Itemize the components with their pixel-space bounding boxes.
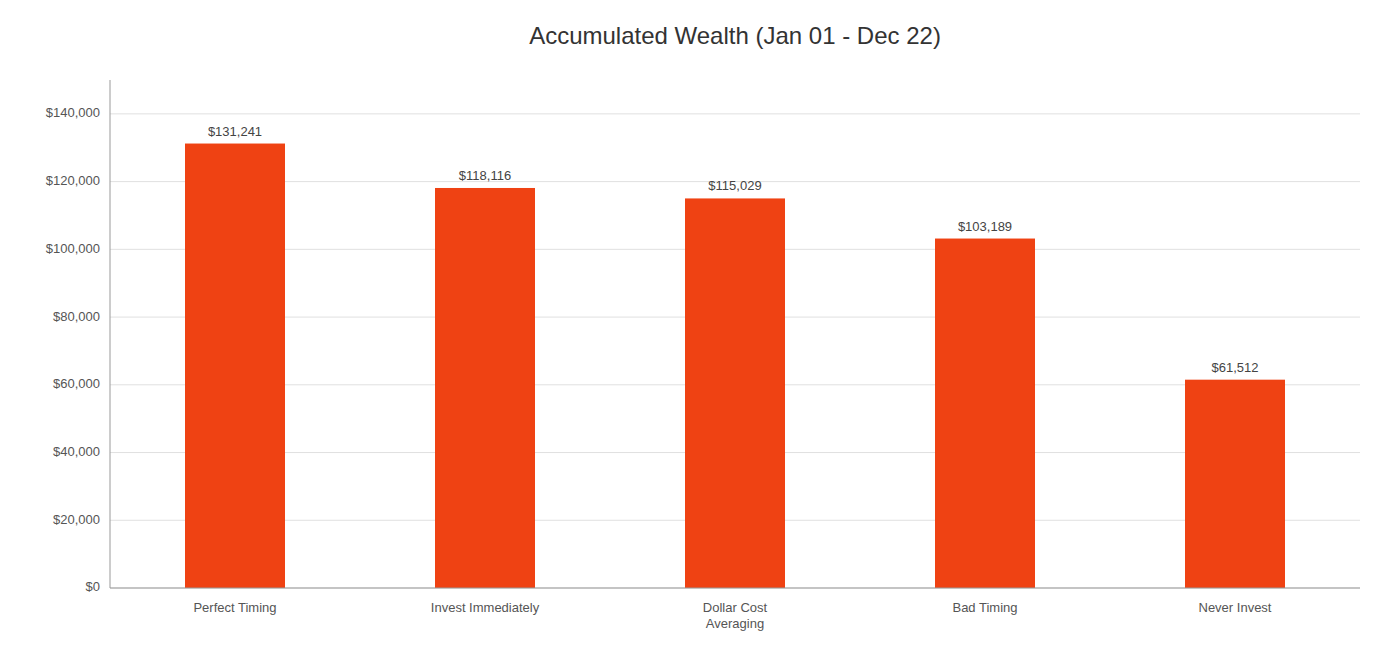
grid-line: [110, 113, 1360, 114]
bar: [435, 188, 535, 588]
y-tick-label: $0: [86, 579, 100, 594]
y-tick-label: $20,000: [53, 512, 100, 527]
y-tick-label: $80,000: [53, 309, 100, 324]
x-tick-label-line: Dollar Cost: [703, 600, 768, 615]
x-tick-label-line: Invest Immediately: [431, 600, 540, 615]
x-tick-label: Dollar CostAveraging: [703, 600, 768, 631]
x-tick-label: Perfect Timing: [193, 600, 276, 615]
x-tick-label-line: Averaging: [706, 616, 764, 631]
x-tick-label-line: Bad Timing: [952, 600, 1017, 615]
x-tick-label-line: Never Invest: [1199, 600, 1272, 615]
chart-container: Accumulated Wealth (Jan 01 - Dec 22) $0 $2…: [0, 0, 1400, 668]
chart-title: Accumulated Wealth (Jan 01 - Dec 22): [529, 22, 941, 49]
data-label: $61,512: [1212, 360, 1259, 375]
x-tick-label: Never Invest: [1199, 600, 1272, 615]
bar: [185, 144, 285, 588]
y-axis-line: [110, 80, 111, 588]
x-tick-label: Bad Timing: [952, 600, 1017, 615]
chart-svg: Accumulated Wealth (Jan 01 - Dec 22) $0 $2…: [0, 0, 1400, 668]
bars: [185, 144, 1285, 588]
grid-line: [110, 588, 1360, 589]
bar: [685, 198, 785, 588]
y-tick-label: $60,000: [53, 376, 100, 391]
y-tick-label: $40,000: [53, 444, 100, 459]
y-tick-label: $100,000: [46, 241, 100, 256]
data-label: $103,189: [958, 219, 1012, 234]
x-tick-label-line: Perfect Timing: [193, 600, 276, 615]
bar: [1185, 380, 1285, 588]
data-label: $118,116: [459, 168, 511, 183]
data-label: $131,241: [208, 124, 262, 139]
y-tick-label: $120,000: [46, 173, 100, 188]
y-tick-label: $140,000: [46, 105, 100, 120]
bar: [935, 239, 1035, 588]
data-label: $115,029: [708, 178, 761, 193]
x-tick-label: Invest Immediately: [431, 600, 540, 615]
x-axis-line: [110, 588, 1360, 589]
